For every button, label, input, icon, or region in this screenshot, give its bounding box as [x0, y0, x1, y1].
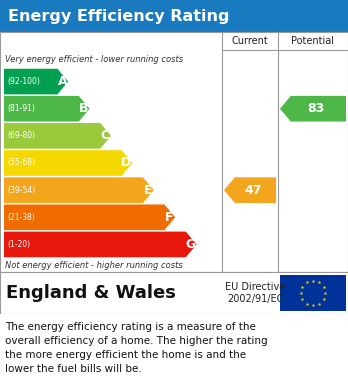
- Text: 83: 83: [308, 102, 325, 115]
- Text: Very energy efficient - lower running costs: Very energy efficient - lower running co…: [5, 56, 183, 65]
- Text: Not energy efficient - higher running costs: Not energy efficient - higher running co…: [5, 260, 183, 269]
- Text: G: G: [185, 238, 196, 251]
- Text: (69-80): (69-80): [7, 131, 35, 140]
- Text: Potential: Potential: [292, 36, 334, 46]
- Polygon shape: [280, 96, 346, 122]
- Polygon shape: [4, 204, 175, 230]
- Text: E: E: [144, 184, 152, 197]
- Text: B: B: [79, 102, 88, 115]
- Bar: [0, 32, 348, 272]
- Text: D: D: [121, 156, 132, 170]
- Bar: [0, 314, 348, 391]
- Polygon shape: [4, 123, 111, 149]
- Text: (39-54): (39-54): [7, 186, 35, 195]
- Polygon shape: [4, 150, 132, 176]
- Text: C: C: [101, 129, 110, 142]
- Text: Current: Current: [232, 36, 268, 46]
- Polygon shape: [4, 178, 154, 203]
- Polygon shape: [4, 96, 89, 122]
- Text: England & Wales: England & Wales: [6, 284, 176, 302]
- Text: (92-100): (92-100): [7, 77, 40, 86]
- Polygon shape: [4, 69, 68, 94]
- Text: (21-38): (21-38): [7, 213, 35, 222]
- Bar: [0, 0, 348, 32]
- Text: (81-91): (81-91): [7, 104, 35, 113]
- Text: 47: 47: [245, 184, 262, 197]
- Text: (55-68): (55-68): [7, 158, 35, 167]
- Text: The energy efficiency rating is a measure of the
overall efficiency of a home. T: The energy efficiency rating is a measur…: [5, 322, 268, 374]
- Text: Energy Efficiency Rating: Energy Efficiency Rating: [8, 9, 229, 23]
- Text: F: F: [165, 211, 174, 224]
- Text: EU Directive
2002/91/EC: EU Directive 2002/91/EC: [225, 282, 285, 304]
- Bar: [280, 275, 346, 311]
- Bar: [0, 272, 348, 314]
- Polygon shape: [4, 231, 197, 257]
- Text: (1-20): (1-20): [7, 240, 30, 249]
- Polygon shape: [224, 178, 276, 203]
- Text: A: A: [57, 75, 67, 88]
